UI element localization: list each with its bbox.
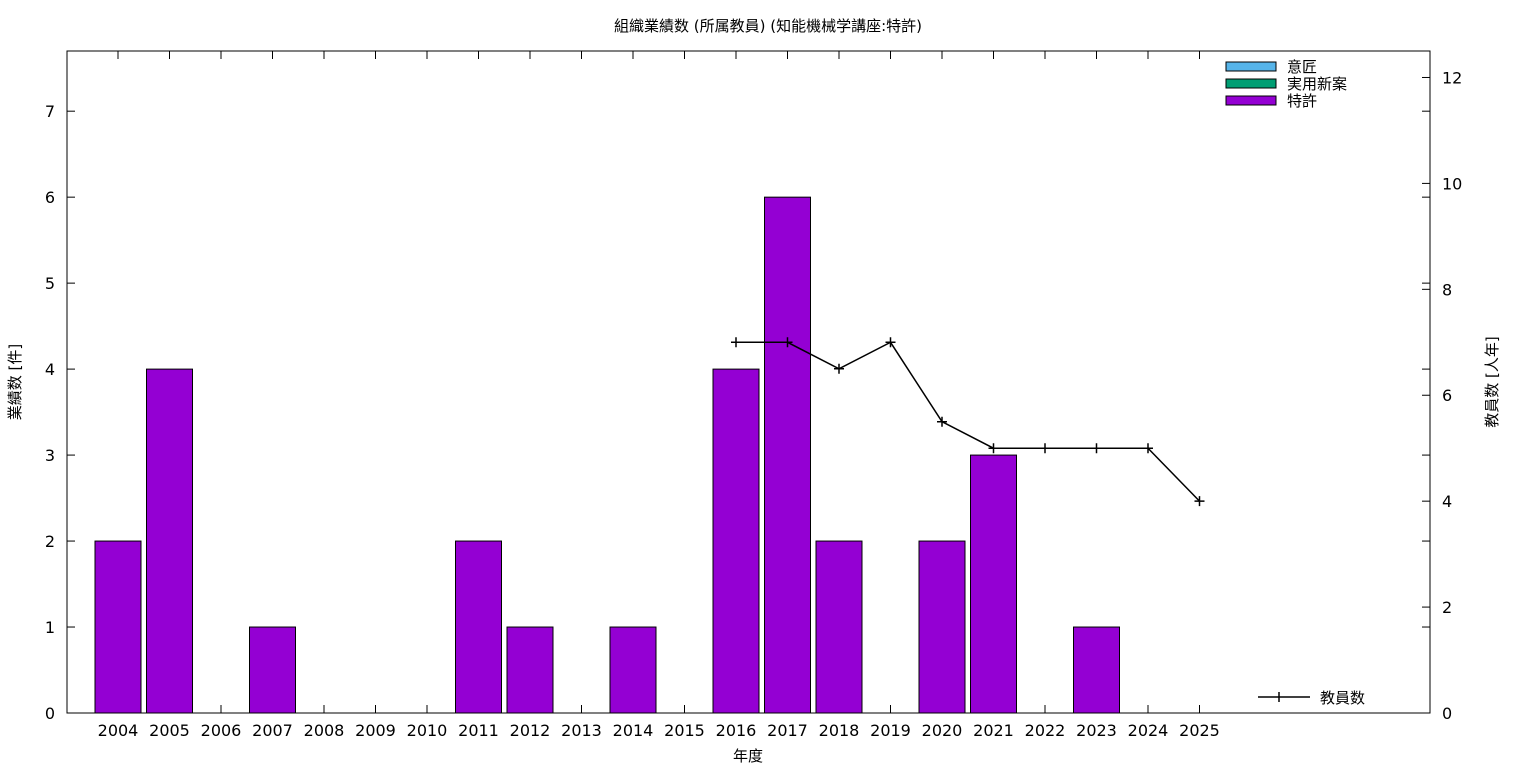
x-tick-label: 2004 [98,721,139,740]
bar-特許-2011 [455,540,502,714]
x-tick-label: 2019 [870,721,911,740]
bar-特許-2021 [970,454,1017,714]
y2-tick-label: 0 [1442,704,1452,723]
y2-tick-label: 8 [1442,280,1452,299]
y-tick-label: 2 [45,532,55,551]
bar-特許-2018 [815,540,863,714]
y-tick-label: 7 [45,102,55,121]
bar-特許-2017 [764,196,811,714]
legend-swatch-実用新案 [1225,78,1277,89]
bar-特許-2014 [609,626,657,714]
x-tick-label: 2009 [355,721,396,740]
legend-label-実用新案: 実用新案 [1287,75,1347,93]
line-point-2018 [834,363,844,374]
line-series-教員数 [736,341,1201,502]
bar-特許-2020 [918,540,966,714]
x-tick-label: 2025 [1179,721,1220,740]
x-tick-label: 2021 [973,721,1014,740]
x-tick-label: 2016 [716,721,757,740]
y2-tick-label: 10 [1442,174,1462,193]
x-tick-label: 2018 [819,721,860,740]
line-point-2022 [1040,443,1050,454]
x-tick-label: 2014 [613,721,654,740]
bar-特許-2004 [94,540,142,714]
y-axis-label: 業績数 [件] [6,344,24,420]
y-tick-label: 5 [45,274,55,293]
y-tick-label: 0 [45,704,55,723]
x-tick-label: 2005 [149,721,190,740]
x-tick-label: 2012 [510,721,551,740]
x-tick-label: 2010 [407,721,448,740]
bar-特許-2016 [712,368,760,714]
chart-title: 組織業績数 (所属教員) (知能機械学講座:特許) [614,17,922,35]
line-point-2019 [885,337,896,348]
y2-tick-label: 6 [1442,386,1452,405]
y2-tick-label: 12 [1442,68,1462,87]
line-point-2023 [1091,443,1102,454]
legend-label-意匠: 意匠 [1287,58,1317,76]
y-tick-label: 3 [45,446,55,465]
y-tick-label: 6 [45,188,55,207]
x-tick-label: 2008 [304,721,345,740]
y2-axis-label: 教員数 [人年] [1483,336,1501,427]
y2-tick-label: 2 [1442,598,1452,617]
x-tick-label: 2023 [1076,721,1117,740]
y2-tick-label: 4 [1442,492,1452,511]
legend-swatch-特許 [1225,95,1277,106]
line-point-2020 [937,416,947,427]
line-point-2024 [1143,443,1153,454]
x-tick-label: 2017 [767,721,808,740]
line-point-2017 [782,337,793,348]
legend-swatch-意匠 [1225,61,1277,72]
bar-特許-2005 [146,368,193,714]
legend-label-特許: 特許 [1287,92,1317,110]
x-tick-label: 2007 [252,721,293,740]
x-tick-label: 2011 [458,721,499,740]
line-point-2025 [1194,496,1205,507]
x-tick-label: 2024 [1128,721,1169,740]
x-tick-label: 2020 [922,721,963,740]
x-tick-label: 2015 [664,721,705,740]
x-tick-label: 2006 [201,721,242,740]
bar-特許-2023 [1073,626,1120,714]
bar-特許-2007 [249,626,296,714]
bar-特許-2012 [506,626,554,714]
x-tick-label: 2022 [1025,721,1066,740]
y-tick-label: 1 [45,618,55,637]
y-tick-label: 4 [45,360,55,379]
line-point-2021 [988,443,999,454]
line-point-2016 [731,337,741,348]
legend-label-line: 教員数 [1320,689,1365,707]
x-tick-label: 2013 [561,721,602,740]
x-axis-label: 年度 [733,747,763,765]
